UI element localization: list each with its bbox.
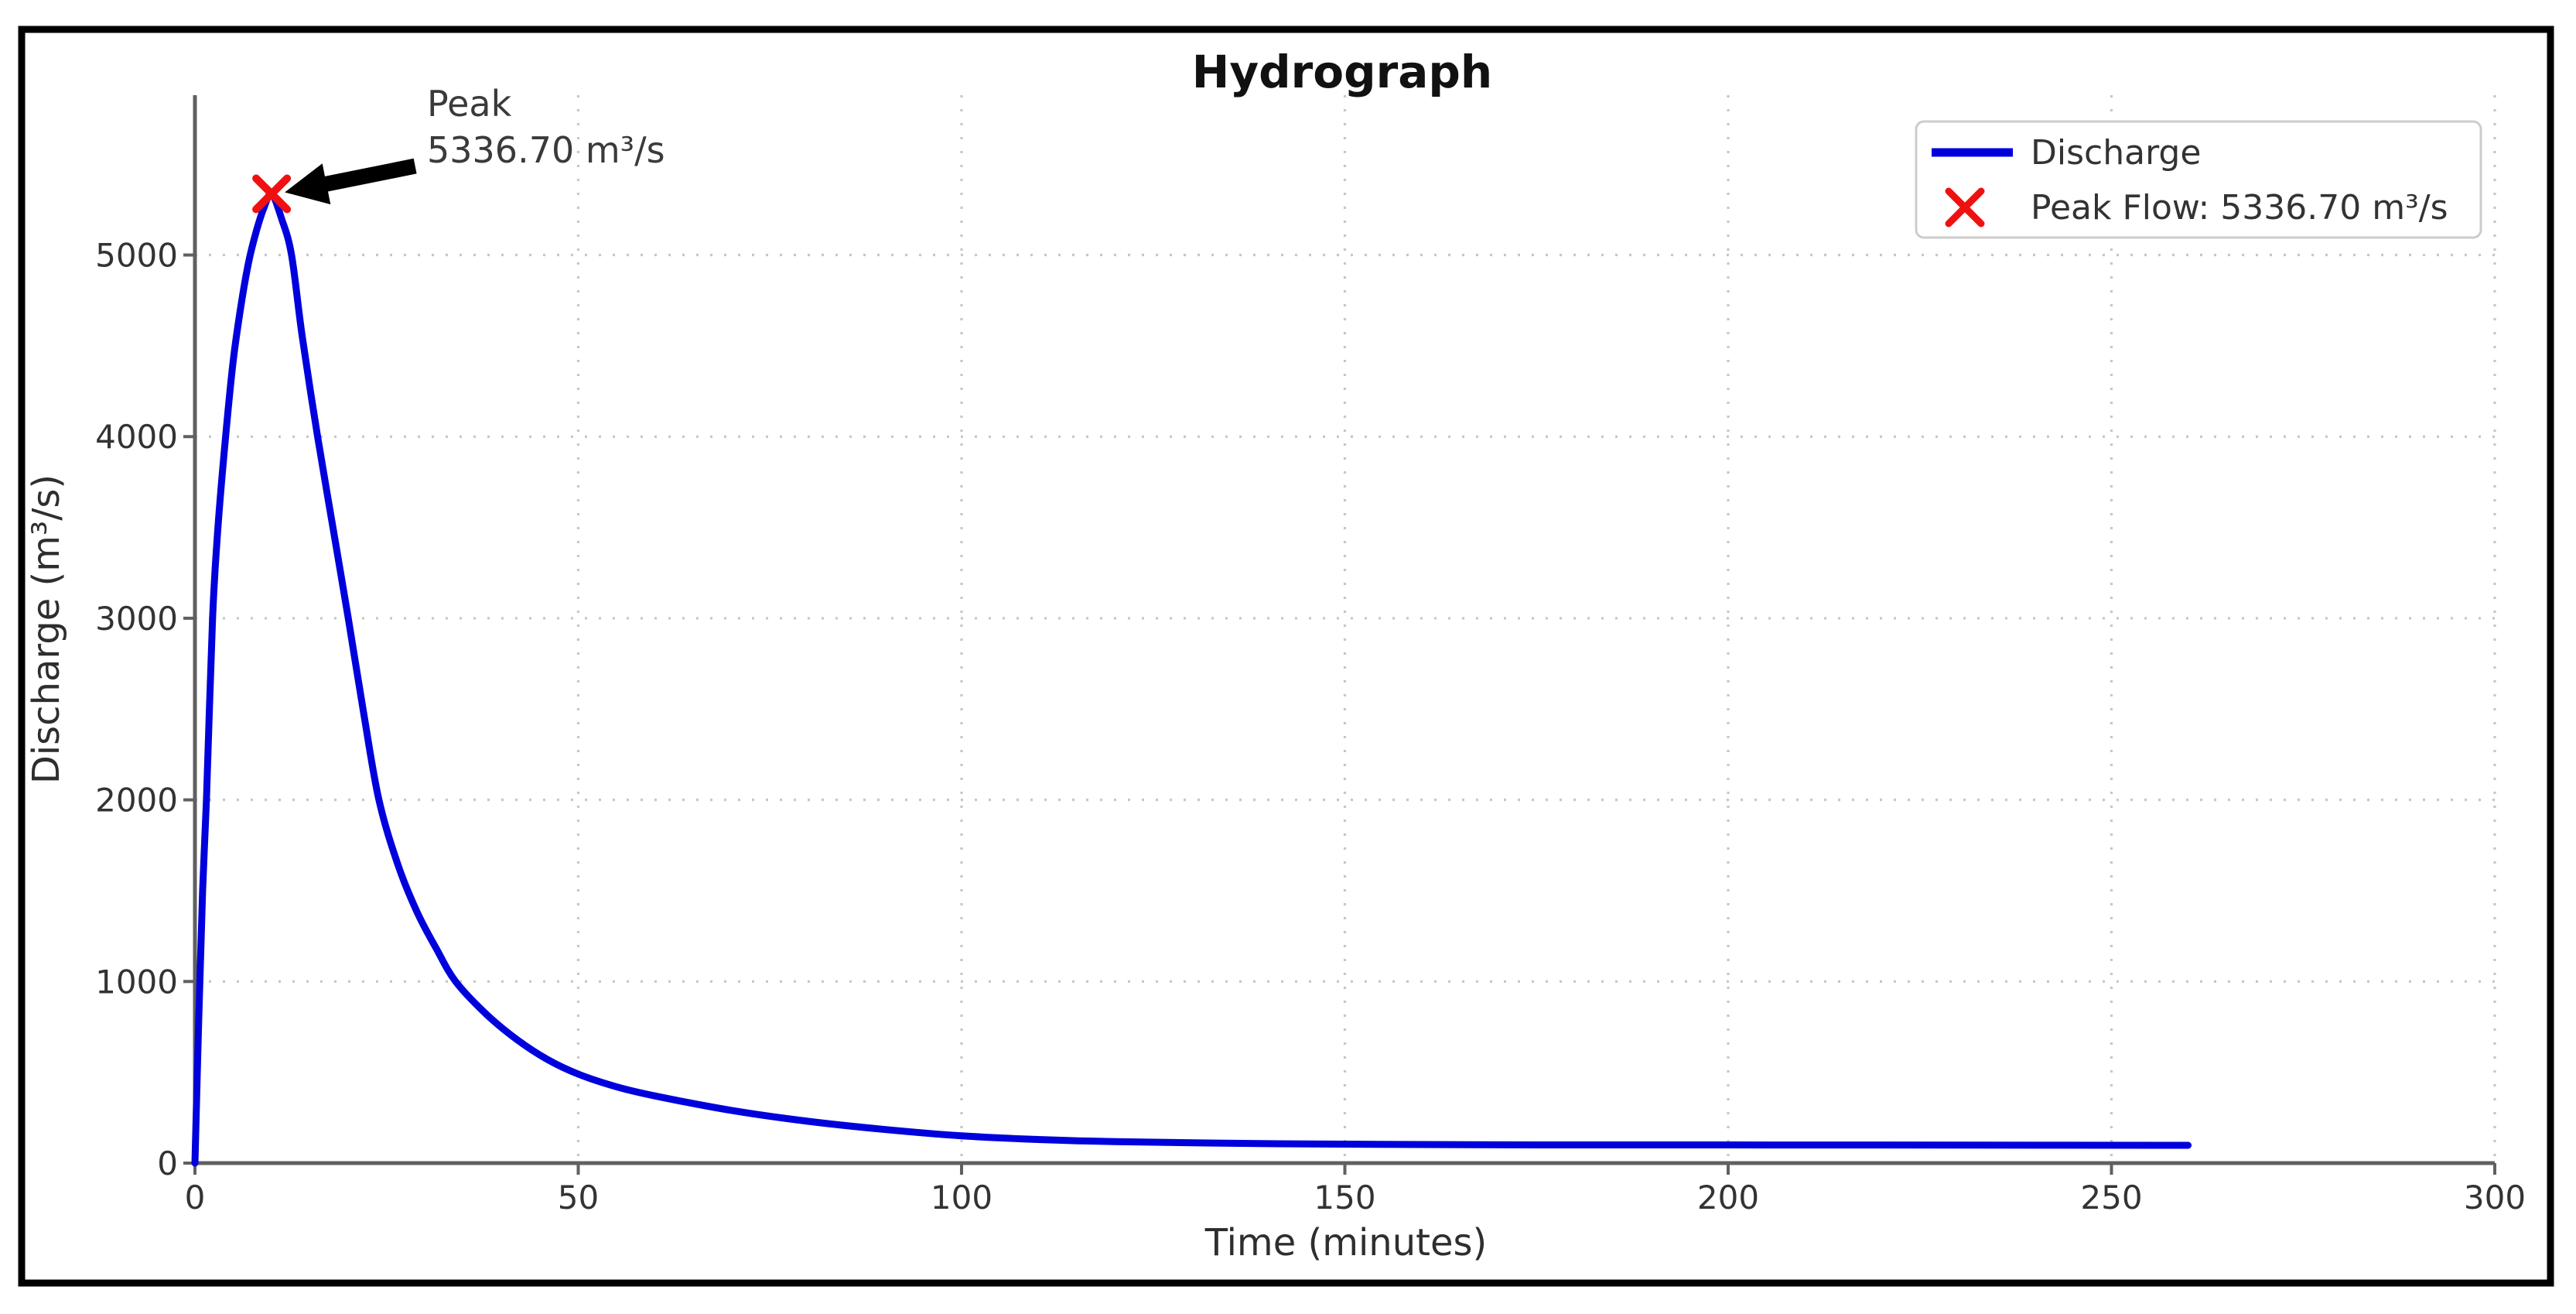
x-tick-label-100: 100 (931, 1179, 992, 1216)
x-tick-label-150: 150 (1314, 1179, 1375, 1216)
legend: Discharge Peak Flow: 5336.70 m³/s (1915, 120, 2482, 239)
legend-x-marker-icon (1945, 187, 1985, 228)
peak-annotation-line2: 5336.70 m³/s (427, 129, 665, 171)
x-tick-label-300: 300 (2464, 1179, 2526, 1216)
x-tick-label-200: 200 (1697, 1179, 1759, 1216)
peak-annotation-arrow-icon (285, 158, 417, 205)
legend-label-discharge: Discharge (2031, 133, 2201, 173)
x-axis-label: Time (minutes) (1204, 1221, 1487, 1264)
peak-flow-x-marker (252, 174, 292, 214)
chart-title: Hydrograph (1192, 46, 1492, 98)
x-tick-label-0: 0 (185, 1179, 206, 1216)
x-tick-label-250: 250 (2080, 1179, 2142, 1216)
peak-annotation-line1: Peak (427, 83, 512, 125)
y-axis-label: Discharge (m³/s) (25, 474, 68, 784)
discharge-line-series (191, 190, 2192, 1167)
y-tick-label-4000: 4000 (95, 418, 178, 456)
legend-x-stroke-1 (1945, 187, 1985, 228)
y-tick-label-5000: 5000 (95, 237, 178, 275)
y-tick-label-2000: 2000 (95, 782, 178, 820)
legend-label-peak-flow: Peak Flow: 5336.70 m³/s (2031, 188, 2448, 228)
x-tick-label-50: 50 (558, 1179, 599, 1216)
y-tick-label-3000: 3000 (95, 600, 178, 638)
y-tick-label-1000: 1000 (95, 963, 178, 1001)
legend-box (1915, 120, 2482, 239)
y-tick-label-0: 0 (157, 1145, 178, 1182)
peak-x-stroke-1 (252, 174, 292, 214)
